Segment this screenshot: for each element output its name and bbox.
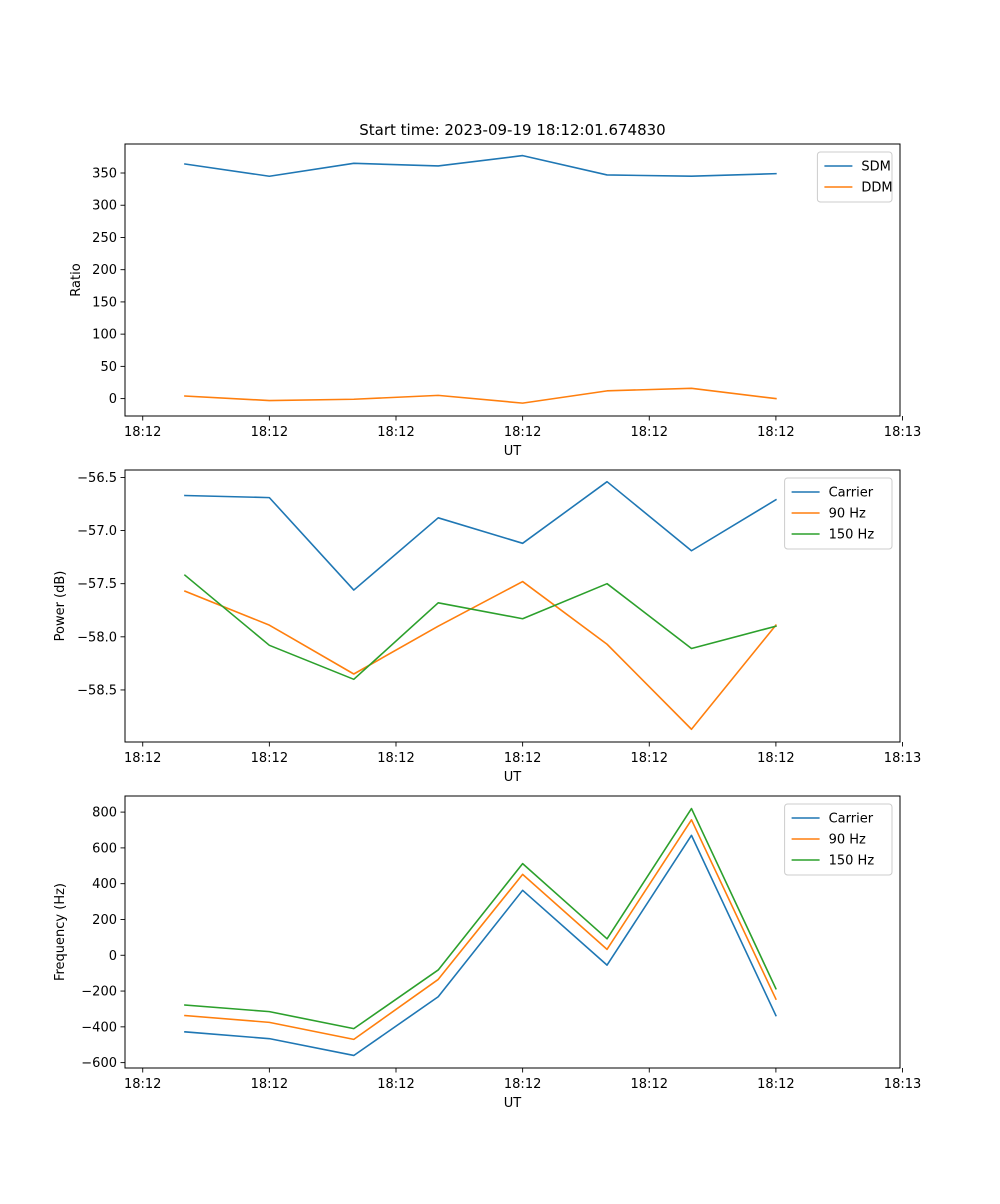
y-tick-label: −58.5 [77,683,117,698]
x-axis-label: UT [504,1096,522,1111]
y-tick-label: 250 [92,231,117,246]
series-line-90-hz [183,580,778,731]
x-tick-label: 18:12 [251,751,288,766]
legend-box [784,477,893,550]
series-line-90-hz [184,818,777,1041]
x-axis-label: UT [504,770,522,785]
legend-box [816,151,893,203]
chart-panel-3: 18:12 18:12 18:12 18:12 18:12 18:12 18:13 −600 −… [53,795,921,1111]
x-tick-label: 18:13 [884,751,921,766]
y-tick-label: −57.5 [77,577,117,592]
y-tick-label: −200 [81,985,117,1000]
x-axis-label: UT [504,444,522,459]
legend: Carrier 90 Hz 150 Hz [784,803,893,876]
y-tick-label: −600 [81,1056,117,1071]
x-tick-label: 18:12 [124,751,161,766]
legend-label-90-hz: 90 Hz [829,833,866,848]
legend: Carrier 90 Hz 150 Hz [784,477,893,550]
chart-panel-2: 18:12 18:12 18:12 18:12 18:12 18:12 18:13 −56.5… [53,469,921,785]
x-tick-label: 18:12 [631,425,668,440]
y-axis-label: Ratio [69,263,84,296]
axes-frame [124,469,901,743]
chart-title: Start time: 2023-09-19 18:12:01.674830 [359,121,665,139]
axes-frame [124,795,901,1069]
legend-box [784,803,893,876]
y-tick-label: −56.5 [77,471,117,486]
legend-label-150-hz: 150 Hz [829,528,875,543]
x-tick-label: 18:13 [884,1077,921,1092]
x-tick-label: 18:12 [757,1077,794,1092]
legend-label-carrier: Carrier [829,486,874,501]
x-tick-label: 18:12 [504,751,541,766]
y-tick-label: 300 [92,199,117,214]
chart-panel-1: 18:12 18:12 18:12 18:12 18:12 18:12 18:13 0 50 10… [69,121,921,459]
y-tick-label: 0 [109,949,117,964]
y-tick-label: 50 [100,360,117,375]
x-tick-label: 18:12 [251,425,288,440]
legend-label-sdm: SDM [861,160,890,175]
x-tick-label: 18:12 [124,425,161,440]
series-line-carrier [184,834,777,1057]
axes-frame [124,143,901,417]
legend-label-carrier: Carrier [829,812,874,827]
y-axis-label: Frequency (Hz) [53,883,68,981]
y-tick-label: 600 [92,841,117,856]
x-tick-label: 18:12 [631,751,668,766]
y-tick-label: 0 [109,392,117,407]
y-tick-label: 400 [92,877,117,892]
y-axis-label: Power (dB) [53,571,68,642]
y-tick-label: −400 [81,1020,117,1035]
legend-label-150-hz: 150 Hz [829,854,875,869]
legend-label-ddm: DDM [861,181,892,196]
legend-label-90-hz: 90 Hz [829,507,866,522]
y-tick-label: 200 [92,913,117,928]
x-tick-label: 18:12 [504,1077,541,1092]
x-tick-label: 18:12 [631,1077,668,1092]
y-tick-label: 350 [92,167,117,182]
y-tick-label: −58.0 [77,630,117,645]
x-tick-label: 18:13 [884,425,921,440]
series-line-150-hz [184,807,777,1030]
y-tick-label: 150 [92,295,117,310]
series-line-carrier [184,480,777,591]
x-tick-label: 18:12 [124,1077,161,1092]
series-line-ddm [184,387,777,404]
y-tick-label: 100 [92,328,117,343]
x-tick-label: 18:12 [251,1077,288,1092]
x-tick-label: 18:12 [377,751,414,766]
x-tick-label: 18:12 [377,1077,414,1092]
x-tick-label: 18:12 [757,425,794,440]
y-tick-label: −57.0 [77,524,117,539]
y-tick-label: 800 [92,806,117,821]
x-tick-label: 18:12 [377,425,414,440]
x-tick-label: 18:12 [757,751,794,766]
legend: SDM DDM [816,151,893,203]
series-line-150-hz [183,574,777,681]
y-tick-label: 200 [92,263,117,278]
x-tick-label: 18:12 [504,425,541,440]
series-line-sdm [184,154,777,178]
